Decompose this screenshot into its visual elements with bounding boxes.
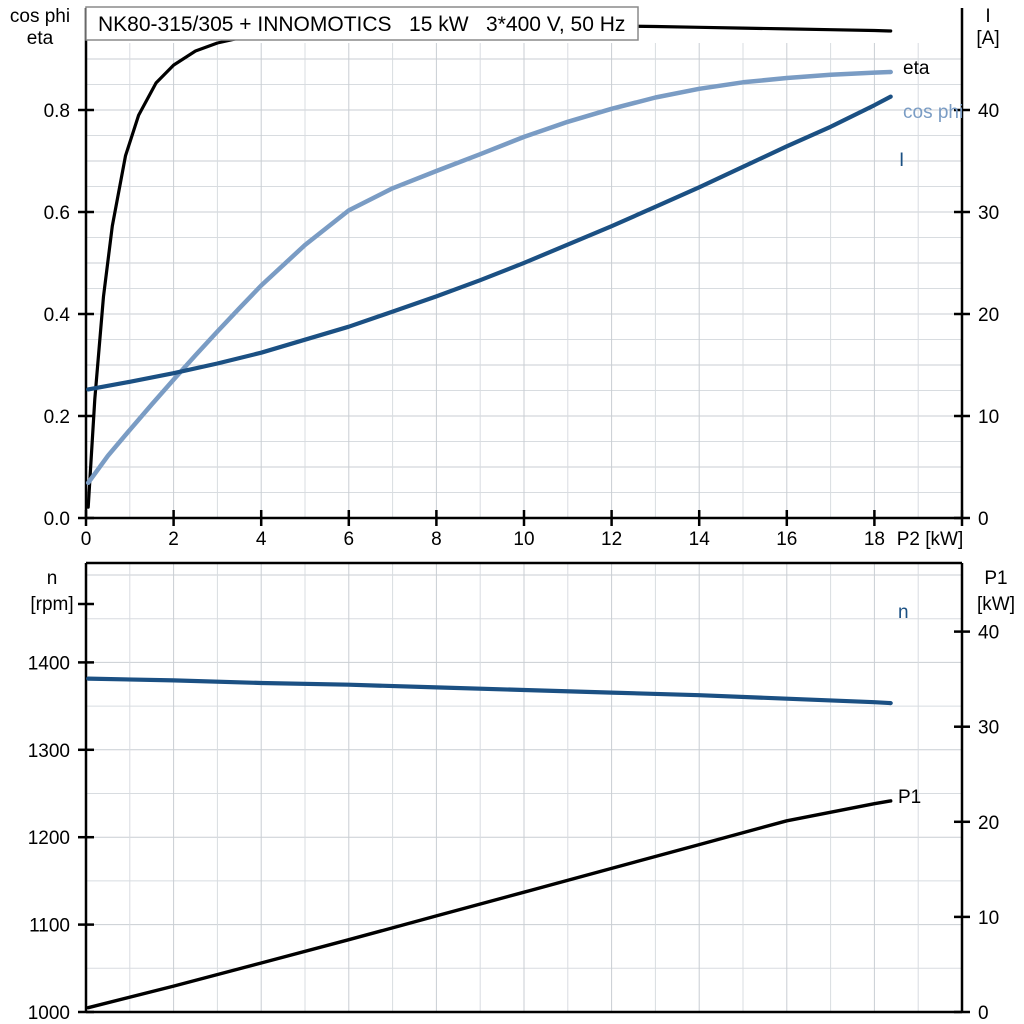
top-x-tick-8: 16 [776,529,797,550]
bottom-left-tick-4: 1400 [28,653,70,674]
top-x-axis-title: P2 [kW] [897,529,964,550]
top-x-tick-4: 8 [431,529,442,550]
bottom-right-tick-1: 10 [978,908,999,929]
top-x-tick-2: 4 [256,529,267,550]
top-left-tick-2: 0.4 [44,305,71,326]
curve-eta [86,23,893,509]
bottom-chart-left-ticks [78,602,94,1014]
bottom-left-tick-0: 1000 [28,1003,70,1024]
curve-cos-phi [85,69,893,486]
top-left-axis-title-line2: eta [27,28,54,49]
top-x-tick-0: 0 [81,529,92,550]
top-right-tick-4: 40 [978,101,999,122]
top-chart-right-ticks [954,108,970,520]
curve-speed [86,676,893,706]
bottom-chart: 1000 1100 1200 1300 1400 0 10 20 30 40 n… [28,561,1015,1024]
top-right-tick-2: 20 [978,305,999,326]
top-right-tick-0: 0 [978,509,989,530]
top-x-tick-5: 10 [513,529,534,550]
bottom-chart-right-ticks [954,630,970,1014]
top-x-tick-9: 18 [864,529,885,550]
top-right-tick-3: 30 [978,203,999,224]
top-curve-label-current: I [899,150,904,171]
top-x-tick-3: 6 [344,529,355,550]
top-left-tick-3: 0.6 [44,203,70,224]
bottom-left-axis-title-line2: [rpm] [30,594,73,615]
bottom-chart-gridlines [86,563,962,1012]
top-x-tick-6: 12 [601,529,622,550]
bottom-chart-frame [84,561,964,1014]
top-left-tick-4: 0.8 [44,101,70,122]
bottom-right-tick-2: 20 [978,813,999,834]
bottom-curve-label-speed: n [898,602,909,623]
top-x-tick-7: 14 [689,529,711,550]
bottom-left-axis-title-line1: n [47,568,58,589]
top-chart-x-ticks [84,510,964,526]
chart-title: NK80-315/305 + INNOMOTICS 15 kW 3*400 V,… [98,13,625,36]
top-x-tick-1: 2 [168,529,179,550]
top-curve-label-cos-phi: cos phi [903,102,963,123]
top-chart: 0.0 0.2 0.4 0.6 0.8 0 10 20 30 40 0 2 4 … [10,6,1000,550]
bottom-right-tick-0: 0 [978,1003,989,1024]
curve-current [86,94,893,392]
bottom-left-tick-3: 1300 [28,741,70,762]
top-chart-gridlines [86,43,962,518]
bottom-right-axis-title-line2: [kW] [977,594,1015,615]
top-right-axis-title-line2: [A] [976,28,999,49]
top-left-axis-title-line1: cos phi [10,6,70,27]
curve-power [86,799,893,1010]
top-left-tick-1: 0.2 [44,407,70,428]
bottom-left-tick-2: 1200 [28,828,70,849]
bottom-right-axis-title-line1: P1 [984,568,1007,589]
top-right-axis-title-line1: I [985,6,990,27]
bottom-right-tick-3: 30 [978,718,999,739]
top-left-tick-0: 0.0 [44,509,70,530]
bottom-left-tick-1: 1100 [29,916,70,937]
top-curve-label-eta: eta [903,58,930,79]
bottom-curve-label-power: P1 [898,787,921,808]
chart-title-box: NK80-315/305 + INNOMOTICS 15 kW 3*400 V,… [85,6,639,41]
bottom-right-tick-4: 40 [978,623,999,644]
top-right-tick-1: 10 [978,407,999,428]
top-chart-left-ticks [78,108,94,520]
